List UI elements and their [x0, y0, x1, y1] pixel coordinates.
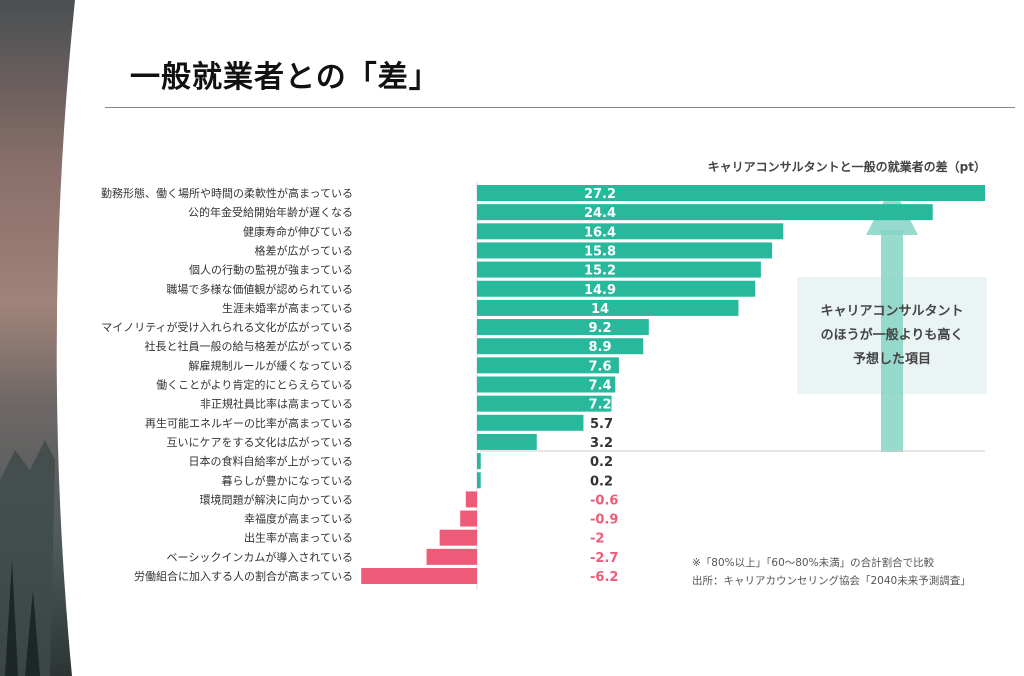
annotation-line: キャリアコンサルタント	[820, 304, 964, 319]
value-label: 7.4	[588, 379, 611, 394]
category-label: 環境問題が解決に向かっている	[200, 492, 353, 506]
value-label: 27.2	[584, 187, 616, 202]
value-label: 3.2	[590, 436, 613, 451]
value-label: 5.7	[590, 417, 613, 432]
category-label: ベーシックインカムが導入されている	[167, 550, 353, 564]
category-label: 職場で多様な価値観が認められている	[166, 282, 353, 296]
category-label: 解雇規制ルールが緩くなっている	[189, 358, 353, 372]
bar	[465, 491, 477, 508]
value-label: 7.2	[588, 398, 611, 413]
value-label: -2	[590, 532, 604, 547]
bar	[477, 223, 784, 240]
bar	[477, 395, 612, 412]
bar	[477, 185, 985, 201]
category-label: 暮らしが豊かになっている	[222, 473, 353, 487]
footnote: ※「80%以上」「60〜80%未満」の合計割合で比較	[692, 557, 935, 569]
value-label: 9.2	[588, 321, 611, 336]
arrow-shaft	[881, 230, 903, 452]
category-label: 労働組合に加入する人の割合が高まっている	[134, 569, 353, 583]
page-title: 一般就業者との「差」	[130, 60, 440, 95]
bar	[477, 299, 739, 316]
bar	[426, 548, 477, 565]
bar	[477, 204, 933, 221]
category-label: 日本の食料自給率が上がっている	[189, 454, 353, 468]
value-label: 14	[591, 302, 609, 317]
category-label: 互いにケアをする文化は広がっている	[167, 435, 353, 449]
category-label: 個人の行動の監視が強まっている	[189, 263, 353, 277]
annotation-text: キャリアコンサルタント のほうが一般よりも高く 予想した項目	[797, 300, 987, 372]
bar	[477, 242, 773, 259]
bar	[477, 433, 537, 450]
value-label: 15.2	[584, 264, 616, 279]
value-label: 8.9	[588, 340, 611, 355]
chart-title: キャリアコンサルタントと一般の就業者の差（pt）	[707, 160, 986, 174]
annotation-line: 予想した項目	[852, 352, 931, 367]
bar	[477, 357, 619, 374]
value-label: -0.6	[590, 493, 618, 508]
bar	[361, 568, 477, 584]
bar	[477, 261, 761, 278]
value-label: 14.9	[584, 283, 616, 298]
bar	[477, 414, 584, 431]
category-label: マイノリティが受け入れられる文化が広がっている	[101, 320, 353, 334]
bar	[477, 376, 616, 393]
value-label: -0.9	[590, 513, 618, 528]
category-label: 幸福度が高まっている	[244, 512, 353, 526]
decorative-landscape-image	[0, 0, 75, 676]
category-label: 健康寿命が伸びている	[243, 224, 353, 238]
bar	[477, 338, 644, 355]
category-label: 非正規社員比率は高まっている	[200, 397, 353, 411]
value-label: 24.4	[584, 206, 616, 221]
bar	[477, 453, 481, 470]
category-label: 出生率が高まっている	[244, 531, 353, 545]
category-label: 格差が広がっている	[255, 243, 353, 257]
value-label: 7.6	[588, 359, 611, 374]
bar	[477, 319, 649, 336]
category-label: 生涯未婚率が高まっている	[222, 301, 353, 315]
title-divider	[105, 107, 1015, 108]
value-label: 0.2	[590, 455, 613, 470]
value-label: 0.2	[590, 474, 613, 489]
category-label: 再生可能エネルギーの比率が高まっている	[145, 416, 353, 430]
category-label: 公的年金受給開始年齢が遅くなる	[188, 205, 353, 219]
value-label: -6.2	[590, 570, 618, 585]
value-label: -2.7	[590, 551, 618, 566]
category-label: 勤務形態、働く場所や時間の柔軟性が高まっている	[101, 186, 353, 200]
bar	[477, 280, 756, 297]
category-label: 社長と社員一般の給与格差が広がっている	[145, 339, 353, 353]
value-label: 15.8	[584, 244, 616, 259]
bar	[477, 472, 481, 489]
annotation-line: のほうが一般よりも高く	[820, 328, 964, 343]
value-label: 16.4	[584, 225, 616, 240]
bar	[460, 510, 477, 527]
source-note: 出所：キャリアカウンセリング協会「2040未来予測調査」	[692, 575, 971, 587]
category-label: 働くことがより肯定的にとらえらている	[156, 378, 353, 392]
bar	[439, 529, 477, 546]
